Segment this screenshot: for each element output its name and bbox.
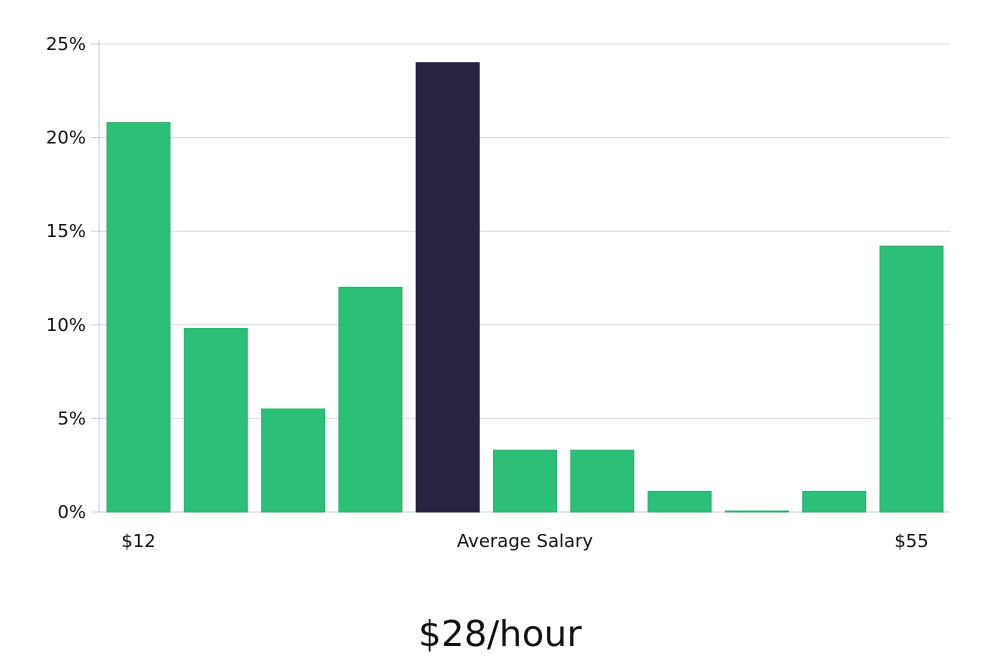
salary-distribution-chart: 0% 5% 10% 15% 20% 25% $12 Average Salary $55: [46, 34, 950, 552]
bar: [570, 449, 635, 513]
y-tick-label: 0%: [57, 502, 86, 523]
bar: [493, 449, 557, 513]
y-tick-label: 10%: [46, 315, 86, 336]
x-tick-label: $12: [121, 531, 155, 552]
y-tick-label: 5%: [57, 408, 86, 429]
bar: [183, 328, 248, 513]
y-tick-labels: 0% 5% 10% 15% 20% 25%: [46, 34, 86, 523]
bar: [879, 245, 944, 513]
bar: [338, 286, 403, 513]
bar: [802, 490, 867, 513]
x-tick-label: $55: [894, 531, 928, 552]
bar-highlighted: [415, 62, 480, 513]
bar: [724, 510, 789, 513]
y-tick-label: 25%: [46, 34, 86, 55]
average-salary-headline: $28/hour: [418, 614, 582, 655]
bars: [106, 62, 944, 513]
y-tick-label: 20%: [46, 128, 86, 149]
x-tick-labels: $12 Average Salary $55: [121, 531, 928, 552]
bar: [647, 490, 712, 513]
x-tick-label: Average Salary: [457, 531, 594, 552]
gridlines: [99, 43, 950, 419]
bar: [106, 122, 171, 513]
bar: [261, 408, 326, 513]
y-tick-label: 15%: [46, 221, 86, 242]
